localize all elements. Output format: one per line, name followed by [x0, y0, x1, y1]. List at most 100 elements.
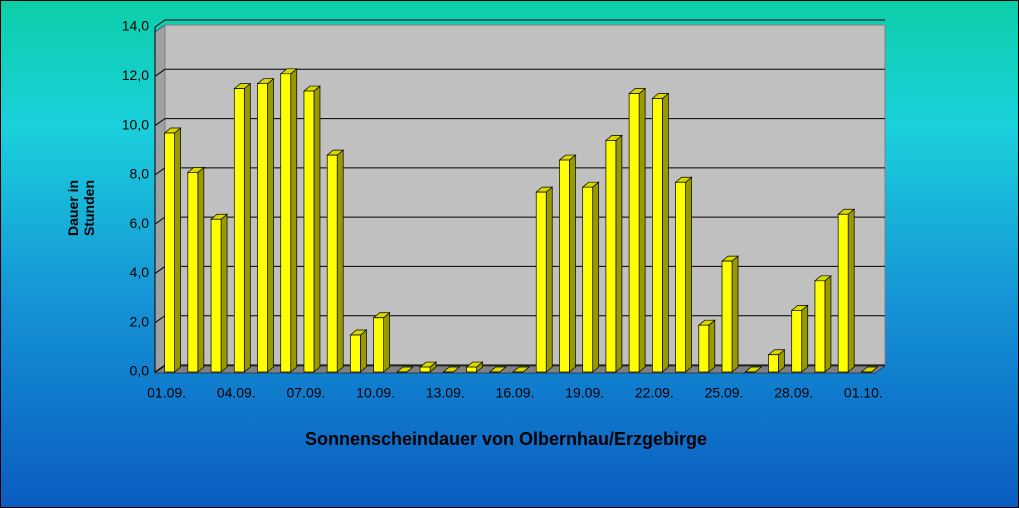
bar-face [814, 280, 826, 373]
bar [395, 366, 414, 373]
bar-face [233, 88, 245, 373]
bar-face [801, 304, 809, 373]
bar-face [569, 154, 576, 373]
y-axis-title-line: Stunden [81, 180, 97, 236]
bar-face [210, 218, 222, 373]
bar-face [592, 181, 600, 373]
bar-face [847, 208, 855, 373]
bar [372, 312, 391, 373]
bar [790, 304, 809, 373]
bar-face [243, 82, 251, 373]
bar-face [708, 319, 716, 373]
bar-face [721, 260, 733, 373]
bar-face [628, 93, 640, 373]
bar [628, 87, 647, 373]
bar [813, 275, 832, 373]
x-tick-label: 16.09. [496, 385, 535, 401]
y-tick-label: 14,0 [122, 18, 149, 34]
bar [442, 366, 461, 373]
y-axis-title: Dauer inStunden [65, 180, 97, 236]
bar-face [280, 73, 292, 373]
bar-face [652, 98, 663, 373]
bar [721, 255, 739, 373]
x-tick-label: 19.09. [565, 385, 604, 401]
grid-line [154, 68, 885, 77]
bar-face [164, 132, 175, 373]
bar [837, 208, 856, 373]
bar [744, 366, 763, 373]
y-tick-label: 8,0 [130, 166, 150, 182]
bar-face [290, 68, 298, 373]
bar-face [535, 191, 547, 373]
bar-face [791, 310, 803, 373]
x-tick-label: 13.09. [426, 385, 465, 401]
bar-face [605, 140, 617, 373]
bar [256, 77, 275, 373]
y-tick-label: 10,0 [122, 116, 149, 132]
bar-face [326, 154, 338, 373]
bar-face [303, 90, 315, 373]
bar [860, 366, 879, 373]
x-tick-label: 28.09. [774, 385, 813, 401]
bar [581, 181, 600, 373]
y-tick-label: 0,0 [130, 363, 150, 379]
bar-face [698, 324, 710, 373]
bar-face [360, 329, 367, 373]
bar-face [731, 255, 739, 373]
bar [163, 127, 182, 373]
bar [558, 154, 577, 373]
bar-face [197, 166, 205, 373]
bar-face [257, 83, 268, 373]
bar-face [559, 159, 570, 373]
bar-face [582, 186, 594, 373]
bar-face [768, 354, 779, 373]
bar-face [383, 312, 390, 373]
bar-face [174, 127, 181, 373]
bar [488, 366, 507, 373]
bar-face [638, 87, 646, 373]
bar [186, 166, 205, 373]
bar [651, 92, 670, 373]
bar-face [685, 176, 692, 373]
bar-face [615, 134, 623, 373]
bar [419, 361, 438, 373]
bar [512, 366, 530, 373]
bar-face [220, 213, 228, 373]
bar-face [350, 334, 361, 373]
grid-line [154, 19, 885, 28]
bar-face [837, 213, 849, 373]
bar [326, 149, 345, 373]
x-tick-label: 10.09. [356, 385, 395, 401]
chart-title: Sonnenscheindauer von Olbernhau/Erzgebir… [305, 429, 707, 449]
bar [233, 82, 252, 373]
bar [697, 319, 716, 373]
bar-face [187, 172, 199, 373]
bar-face [373, 317, 384, 373]
bar-face [336, 149, 344, 373]
x-tick-label: 25.09. [705, 385, 744, 401]
bar-face [824, 275, 832, 373]
bar-face [267, 77, 274, 373]
bar [210, 213, 229, 373]
bar [535, 186, 554, 373]
bar [279, 68, 298, 373]
bar-face [313, 85, 321, 373]
side-wall [154, 24, 166, 374]
bar-face [545, 186, 553, 373]
x-tick-label: 22.09. [635, 385, 674, 401]
y-tick-label: 6,0 [130, 215, 150, 231]
bar [674, 176, 693, 373]
bar [604, 134, 623, 373]
bar-face [675, 181, 686, 373]
bar-face [466, 366, 477, 373]
y-tick-label: 2,0 [130, 313, 150, 329]
x-tick-label: 04.09. [217, 385, 256, 401]
bar-face [419, 366, 431, 373]
bar-face [662, 92, 669, 373]
y-axis-title-line: Dauer in [65, 180, 81, 236]
y-tick-label: 4,0 [130, 264, 150, 280]
x-tick-label: 01.10. [844, 385, 883, 401]
bar [349, 329, 368, 373]
bar [303, 85, 321, 373]
